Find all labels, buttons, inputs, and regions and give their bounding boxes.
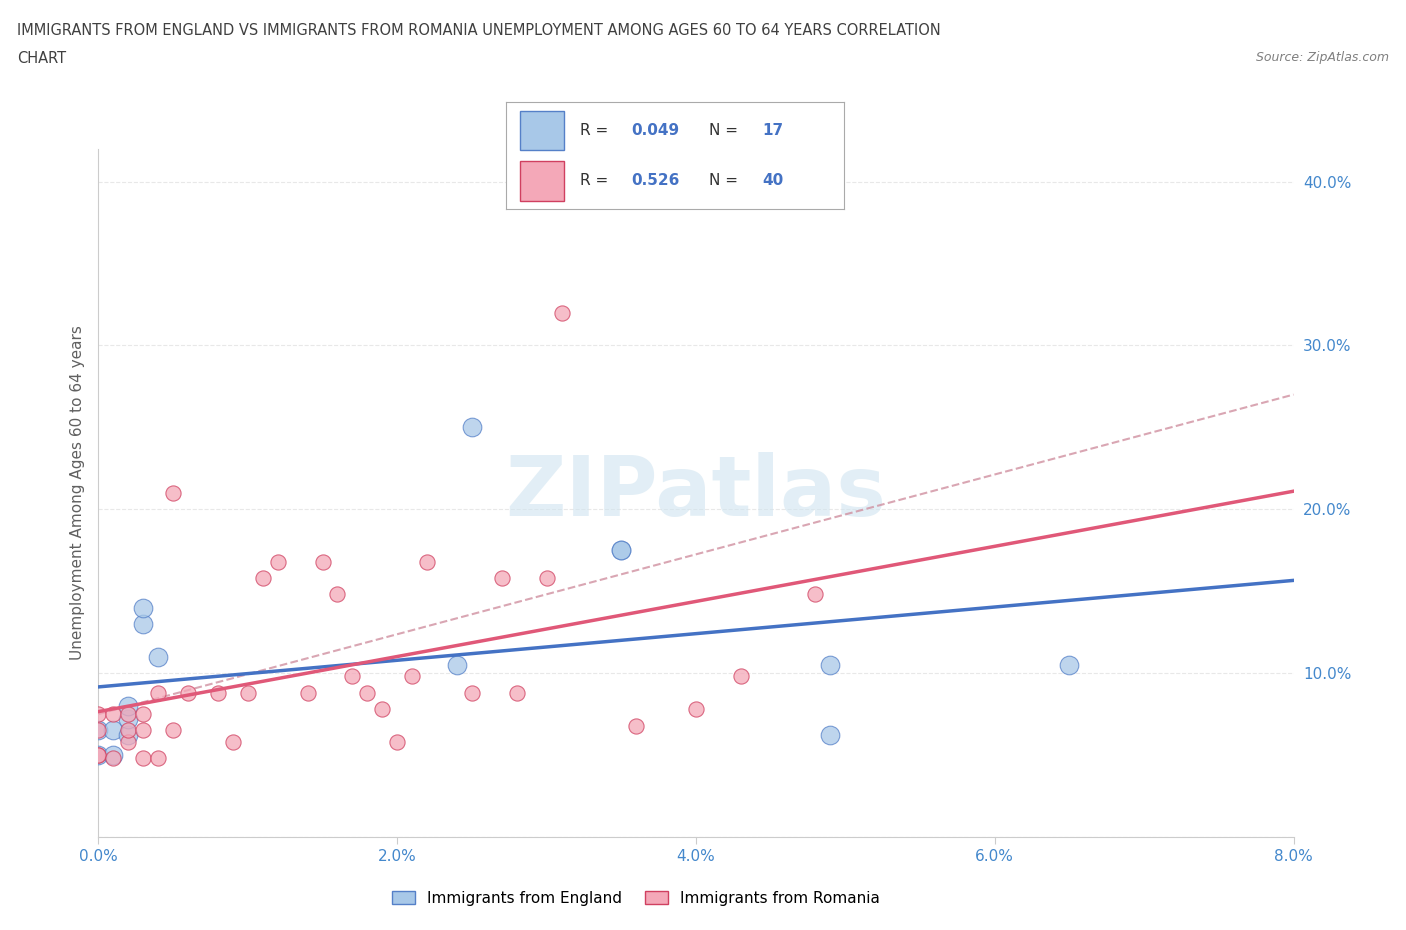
Point: [117, 735, 139, 750]
Point: [148, 685, 170, 700]
Text: 17: 17: [762, 123, 783, 139]
Point: [117, 698, 139, 713]
Text: R =: R =: [581, 123, 613, 139]
Point: [461, 685, 484, 700]
Text: 0.049: 0.049: [631, 123, 679, 139]
Text: CHART: CHART: [17, 51, 66, 66]
Point: [401, 669, 423, 684]
Point: [87, 707, 110, 722]
Text: 0.526: 0.526: [631, 173, 679, 189]
Point: [132, 751, 155, 765]
Point: [804, 587, 827, 602]
Text: N =: N =: [709, 173, 742, 189]
Point: [491, 571, 513, 586]
Point: [624, 718, 647, 733]
Point: [117, 728, 139, 743]
Point: [87, 748, 110, 763]
Text: 40: 40: [762, 173, 785, 189]
Text: R =: R =: [581, 173, 613, 189]
Point: [162, 723, 184, 737]
FancyBboxPatch shape: [520, 111, 564, 151]
Point: [730, 669, 752, 684]
Point: [820, 658, 842, 672]
Point: [117, 711, 139, 726]
Text: N =: N =: [709, 123, 742, 139]
Point: [87, 723, 110, 737]
Point: [267, 554, 290, 569]
Point: [117, 707, 139, 722]
Point: [87, 723, 110, 737]
Point: [132, 707, 155, 722]
Point: [610, 543, 633, 558]
Point: [222, 735, 245, 750]
Point: [103, 723, 125, 737]
Point: [342, 669, 364, 684]
Point: [87, 748, 110, 763]
Point: [446, 658, 468, 672]
Point: [356, 685, 378, 700]
Point: [87, 748, 110, 763]
Point: [326, 587, 349, 602]
Point: [685, 702, 707, 717]
Text: ZIPatlas: ZIPatlas: [506, 452, 886, 534]
Point: [177, 685, 200, 700]
Point: [297, 685, 319, 700]
Point: [162, 485, 184, 500]
Point: [416, 554, 439, 569]
Y-axis label: Unemployment Among Ages 60 to 64 years: Unemployment Among Ages 60 to 64 years: [69, 326, 84, 660]
Point: [148, 649, 170, 664]
Point: [103, 707, 125, 722]
Point: [536, 571, 558, 586]
Point: [117, 723, 139, 737]
Legend: Immigrants from England, Immigrants from Romania: Immigrants from England, Immigrants from…: [387, 884, 886, 912]
Point: [103, 748, 125, 763]
Point: [610, 543, 633, 558]
Point: [103, 751, 125, 765]
Point: [461, 420, 484, 435]
Text: Source: ZipAtlas.com: Source: ZipAtlas.com: [1256, 51, 1389, 64]
Text: IMMIGRANTS FROM ENGLAND VS IMMIGRANTS FROM ROMANIA UNEMPLOYMENT AMONG AGES 60 TO: IMMIGRANTS FROM ENGLAND VS IMMIGRANTS FR…: [17, 23, 941, 38]
FancyBboxPatch shape: [520, 161, 564, 201]
Point: [506, 685, 529, 700]
Point: [132, 600, 155, 615]
Point: [252, 571, 274, 586]
Point: [1059, 658, 1081, 672]
Point: [207, 685, 229, 700]
Point: [385, 735, 409, 750]
Point: [236, 685, 259, 700]
Point: [132, 723, 155, 737]
Point: [148, 751, 170, 765]
Point: [371, 702, 394, 717]
Point: [132, 617, 155, 631]
Point: [550, 305, 572, 320]
Point: [311, 554, 333, 569]
Point: [820, 728, 842, 743]
